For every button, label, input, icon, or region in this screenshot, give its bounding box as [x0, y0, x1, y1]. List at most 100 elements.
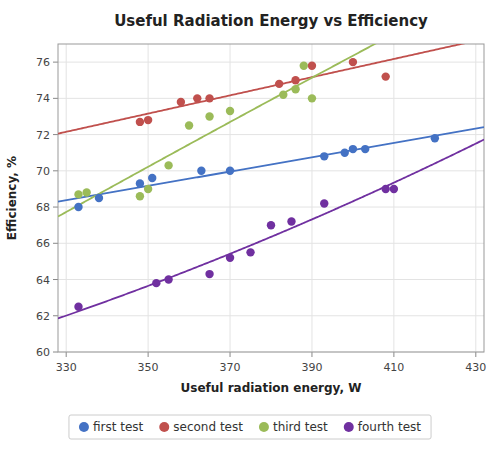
legend-label: third test — [273, 420, 328, 434]
point — [361, 145, 369, 153]
point — [349, 145, 357, 153]
tick-mark — [53, 134, 58, 135]
tick-label: 62 — [36, 310, 50, 323]
tick-label: 74 — [36, 92, 50, 105]
point — [275, 80, 283, 88]
tick-mark — [311, 352, 312, 357]
point — [148, 174, 156, 182]
point — [74, 303, 82, 311]
trendline — [58, 140, 484, 319]
point — [390, 185, 398, 193]
point — [226, 107, 234, 115]
legend-marker — [259, 422, 269, 432]
point — [164, 275, 172, 283]
grid-line — [148, 44, 149, 352]
point — [308, 94, 316, 102]
tick-mark — [53, 170, 58, 171]
grid — [58, 44, 484, 352]
point — [431, 134, 439, 142]
trendline — [58, 44, 484, 134]
point — [349, 58, 357, 66]
tick-mark — [66, 352, 67, 357]
point — [308, 62, 316, 70]
point — [197, 167, 205, 175]
x-axis-label: Useful radiation energy, W — [181, 381, 362, 395]
grid-line — [393, 44, 394, 352]
grid-line — [475, 44, 476, 352]
point — [177, 98, 185, 106]
grid-line — [311, 44, 312, 352]
point — [246, 248, 254, 256]
point — [381, 72, 389, 80]
point — [136, 179, 144, 187]
tick-label: 68 — [36, 201, 50, 214]
point — [144, 116, 152, 124]
tick-mark — [53, 243, 58, 244]
point — [341, 149, 349, 157]
tick-label: 350 — [138, 361, 159, 374]
tick-label: 76 — [36, 56, 50, 69]
point — [136, 118, 144, 126]
tick-mark — [53, 315, 58, 316]
grid-line — [230, 44, 231, 352]
point — [381, 185, 389, 193]
legend: first test second test third test fourth te… — [69, 415, 431, 439]
plot-marks — [58, 44, 484, 318]
grid-line — [58, 134, 484, 135]
plot-area — [58, 44, 484, 352]
tick-mark — [148, 352, 149, 357]
grid-line — [58, 279, 484, 280]
point — [185, 121, 193, 129]
grid-line — [58, 207, 484, 208]
y-axis-label: Efficiency, % — [5, 156, 19, 240]
point — [300, 62, 308, 70]
grid-line — [58, 315, 484, 316]
tick-label: 72 — [36, 129, 50, 142]
point — [205, 270, 213, 278]
grid-line — [58, 243, 484, 244]
title: Useful Radiation Energy vs Efficiency — [114, 12, 428, 30]
point — [193, 94, 201, 102]
tick-label: 370 — [220, 361, 241, 374]
grid-line — [58, 62, 484, 63]
tick-mark — [53, 279, 58, 280]
plot-frame — [58, 44, 484, 352]
tick-mark — [230, 352, 231, 357]
tick-label: 64 — [36, 274, 50, 287]
tick-label: 60 — [36, 346, 50, 359]
point — [164, 161, 172, 169]
point — [205, 112, 213, 120]
tick-label: 390 — [301, 361, 322, 374]
legend-marker — [79, 422, 89, 432]
tick-label: 66 — [36, 237, 50, 250]
point — [205, 94, 213, 102]
point — [320, 199, 328, 207]
point — [226, 254, 234, 262]
chart: Useful Radiation Energy vs Efficiency 330… — [0, 0, 500, 463]
point — [291, 76, 299, 84]
trendline — [58, 44, 484, 217]
trendline — [58, 127, 484, 201]
tick-mark — [53, 98, 58, 99]
legend-marker — [159, 422, 169, 432]
tick-label: 330 — [56, 361, 77, 374]
tick-label: 430 — [465, 361, 486, 374]
legend-label: second test — [173, 420, 243, 434]
point — [320, 152, 328, 160]
point — [279, 91, 287, 99]
tick-mark — [393, 352, 394, 357]
point — [267, 221, 275, 229]
point — [152, 279, 160, 287]
point — [95, 194, 103, 202]
tick-mark — [53, 352, 58, 353]
point — [287, 217, 295, 225]
legend-label: first test — [93, 420, 144, 434]
point — [74, 190, 82, 198]
point — [144, 185, 152, 193]
tick-label: 70 — [36, 165, 50, 178]
grid-line — [58, 98, 484, 99]
legend-marker — [344, 422, 354, 432]
point — [226, 167, 234, 175]
tick-mark — [53, 62, 58, 63]
legend-label: fourth test — [358, 420, 422, 434]
